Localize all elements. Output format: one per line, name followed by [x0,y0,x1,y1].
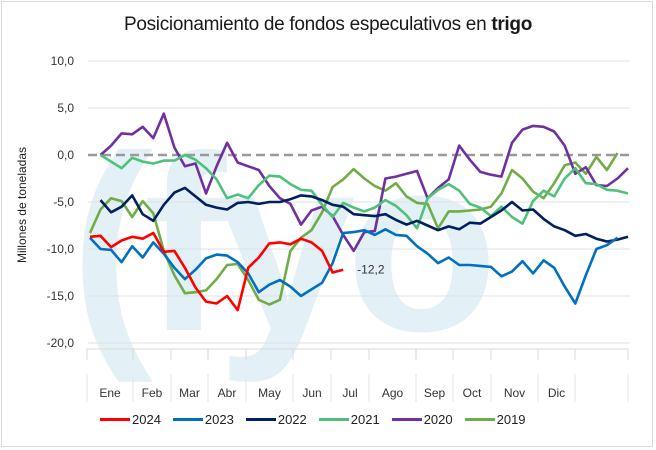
series-line-2019 [88,152,619,306]
legend-swatch [172,418,203,421]
x-tick-label: May [258,386,281,400]
y-tick-label: 5,0 [57,101,74,115]
y-tick-label: -5,0 [53,195,74,209]
legend-swatch [100,418,130,421]
x-tick-label: Oct [463,386,482,400]
y-tick-label: -10,0 [47,242,75,256]
legend-swatch [245,418,276,421]
x-tick-label: Jun [302,386,321,400]
series-line-2021 [99,153,629,230]
legend-item-2021: 2021 [318,412,380,427]
y-tick-label: -20,0 [47,336,75,350]
legend-item-2020: 2020 [391,412,453,427]
x-tick-label: Mar [179,386,200,400]
x-tick-label: Ago [382,386,404,400]
legend-label: 2021 [350,412,380,427]
series-line-2024 [89,231,344,312]
last-value-annotation: -12,2 [357,263,385,277]
series-line-2023 [89,228,619,305]
chart-title: Posicionamiento de fondos especulativos … [0,14,656,36]
title-bold: trigo [491,14,533,35]
y-tick-label: -15,0 [47,289,75,303]
x-tick-label: Abr [218,386,237,400]
legend: 2024 2023 2022 2021 2020 2019 [100,412,526,427]
legend-item-2019: 2019 [464,412,526,427]
x-tick-label: Dic [548,386,565,400]
legend-label: 2024 [132,412,161,427]
legend-swatch [391,418,422,421]
x-tick-label: Sep [424,386,446,400]
legend-label: 2020 [423,412,453,427]
title-text: Posicionamiento de fondos especulativos … [123,14,492,35]
series-line-2020 [99,112,629,253]
legend-label: 2023 [204,412,234,427]
legend-item-2022: 2022 [245,412,307,427]
x-tick-label: Jul [342,386,357,400]
x-tick-label: Nov [504,386,525,400]
legend-label: 2019 [496,412,526,427]
x-tick-label: Ene [99,386,121,400]
x-tick-label: Feb [142,386,163,400]
y-tick-label: 10,0 [51,54,75,68]
legend-item-2024: 2024 [100,412,161,427]
legend-swatch [318,418,349,421]
y-axis-label: Millones de toneladas [15,146,29,264]
y-tick-label: 0,0 [57,148,74,162]
legend-label: 2022 [277,412,307,427]
legend-swatch [464,418,495,421]
legend-item-2023: 2023 [172,412,234,427]
series-line-2022 [99,186,629,243]
